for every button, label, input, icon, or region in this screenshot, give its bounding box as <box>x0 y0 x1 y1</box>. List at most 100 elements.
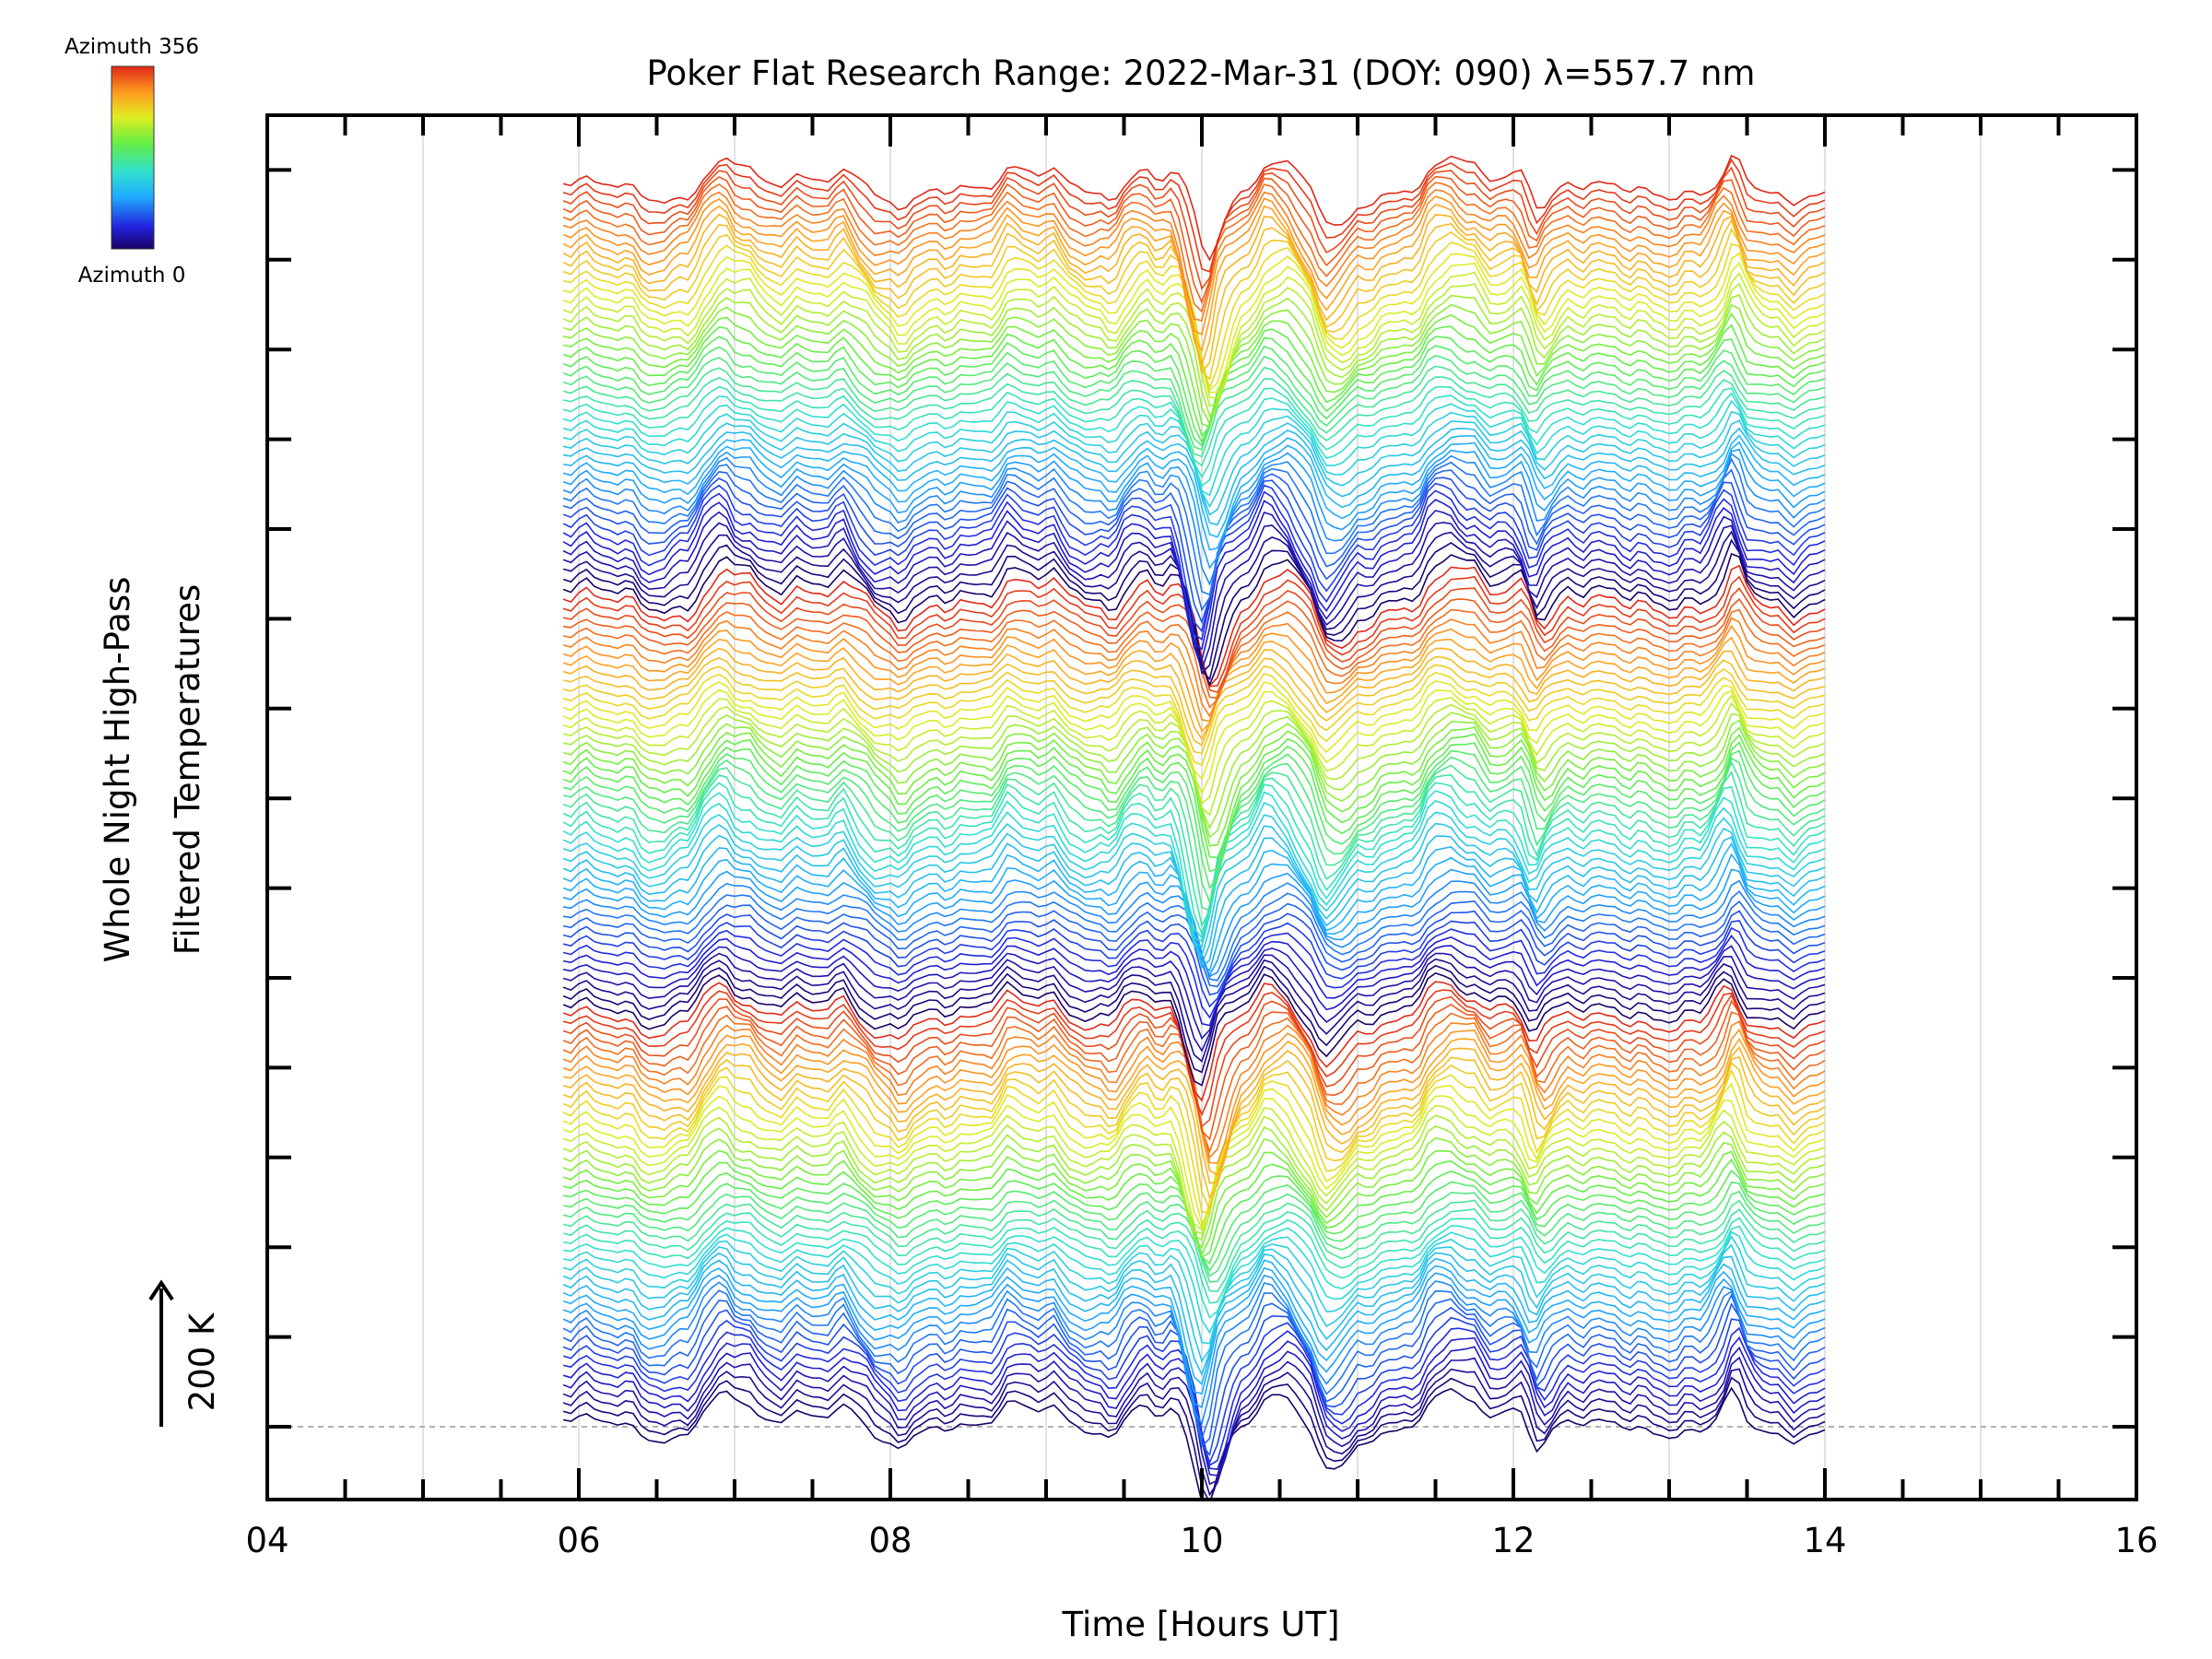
series-line <box>562 972 1826 1087</box>
x-tick-label: 04 <box>245 1521 288 1560</box>
series-line <box>562 293 1826 418</box>
colorbar-bottom-label: Azimuth 0 <box>78 264 186 288</box>
series-line <box>562 636 1826 734</box>
series-line <box>562 790 1826 940</box>
x-tick-label: 14 <box>1803 1521 1846 1560</box>
scale-indicator: 200 K <box>148 1279 222 1427</box>
series-line <box>562 1252 1826 1377</box>
series-line <box>562 1125 1826 1241</box>
series-line <box>562 624 1826 723</box>
series-line <box>562 958 1826 1063</box>
series-line <box>562 204 1826 352</box>
series-line <box>562 564 1826 688</box>
series-line <box>562 799 1826 943</box>
x-axis-label: Time [Hours UT] <box>1061 1605 1339 1644</box>
series-line <box>562 482 1826 633</box>
scale-label: 200 K <box>182 1312 222 1411</box>
series-line <box>562 252 1826 392</box>
series-line <box>562 399 1826 497</box>
y-axis-label: Whole Night High-Pass Filtered Temperatu… <box>98 577 207 963</box>
series-line <box>562 538 1826 681</box>
series-line <box>562 1225 1826 1319</box>
series-line <box>562 664 1826 755</box>
series-line <box>562 647 1826 741</box>
colorbar-gradient <box>111 65 155 250</box>
series-line <box>562 189 1826 322</box>
series-line <box>562 1293 1826 1448</box>
series-line <box>562 1055 1826 1200</box>
series-line <box>562 175 1826 304</box>
series-line <box>562 935 1826 1027</box>
series-line <box>562 312 1826 429</box>
series-line <box>562 510 1826 663</box>
series-line <box>562 489 1826 641</box>
series-line <box>562 385 1826 479</box>
series-line <box>562 182 1826 313</box>
scale-arrow-head <box>148 1279 174 1301</box>
series-line <box>562 1217 1826 1304</box>
series-line <box>562 782 1826 936</box>
series-line <box>562 1082 1826 1226</box>
x-tick-labels: 04 06 08 10 12 14 16 <box>245 1521 2158 1560</box>
series-line <box>562 195 1826 335</box>
series-line <box>562 468 1826 612</box>
series-line <box>562 158 1826 273</box>
series-line <box>562 1289 1826 1441</box>
x-tick-label: 10 <box>1180 1521 1223 1560</box>
series-line <box>562 166 1826 290</box>
x-tick-label: 12 <box>1491 1521 1535 1560</box>
series-line <box>562 457 1826 596</box>
series-line <box>562 989 1826 1117</box>
x-tick-label: 08 <box>868 1521 912 1560</box>
series-line <box>562 1302 1826 1457</box>
series-line <box>562 324 1826 438</box>
series-line <box>562 499 1826 651</box>
series-line <box>562 427 1826 526</box>
series-line <box>562 868 1826 977</box>
series-line <box>562 945 1826 1041</box>
series-line <box>562 733 1826 859</box>
series-line <box>562 1095 1826 1230</box>
series-line <box>562 1368 1826 1497</box>
series-line <box>562 335 1826 444</box>
series-line <box>562 655 1826 747</box>
x-tick-label: 06 <box>557 1521 600 1560</box>
series-line <box>562 756 1826 904</box>
series-line <box>562 303 1826 427</box>
axes <box>265 113 2138 1501</box>
series-line <box>562 1104 1826 1231</box>
series-line <box>562 1257 1826 1386</box>
series-line <box>562 1114 1826 1235</box>
series-line <box>562 964 1826 1074</box>
series-line <box>562 920 1826 1008</box>
series-line <box>562 688 1826 795</box>
y-axis-label-line2: Filtered Temperatures <box>168 584 207 955</box>
series-line <box>562 1376 1826 1500</box>
series-line <box>562 926 1826 1019</box>
series-line <box>562 1046 1826 1184</box>
series-line <box>562 749 1826 890</box>
series-line <box>562 453 1826 587</box>
series-line <box>562 477 1826 625</box>
series-line <box>562 376 1826 467</box>
series-line <box>562 811 1826 947</box>
series-line <box>562 1280 1826 1426</box>
series-line <box>562 1068 1826 1215</box>
series-line <box>562 1137 1826 1250</box>
series-line <box>562 981 1826 1102</box>
series-line <box>562 434 1826 538</box>
series-line <box>562 213 1826 368</box>
series-line <box>562 617 1826 718</box>
series-group <box>562 154 1826 1500</box>
series-line <box>562 672 1826 767</box>
series-line <box>562 1243 1826 1363</box>
series-line <box>562 1207 1826 1293</box>
colorbar-top-label: Azimuth 356 <box>65 35 199 59</box>
colorbar: Azimuth 356 Azimuth 0 <box>65 35 199 288</box>
series-line <box>562 1272 1826 1408</box>
series-line <box>562 952 1826 1053</box>
series-line <box>562 227 1826 381</box>
x-tick-label: 16 <box>2114 1521 2158 1560</box>
series-line <box>562 771 1826 927</box>
